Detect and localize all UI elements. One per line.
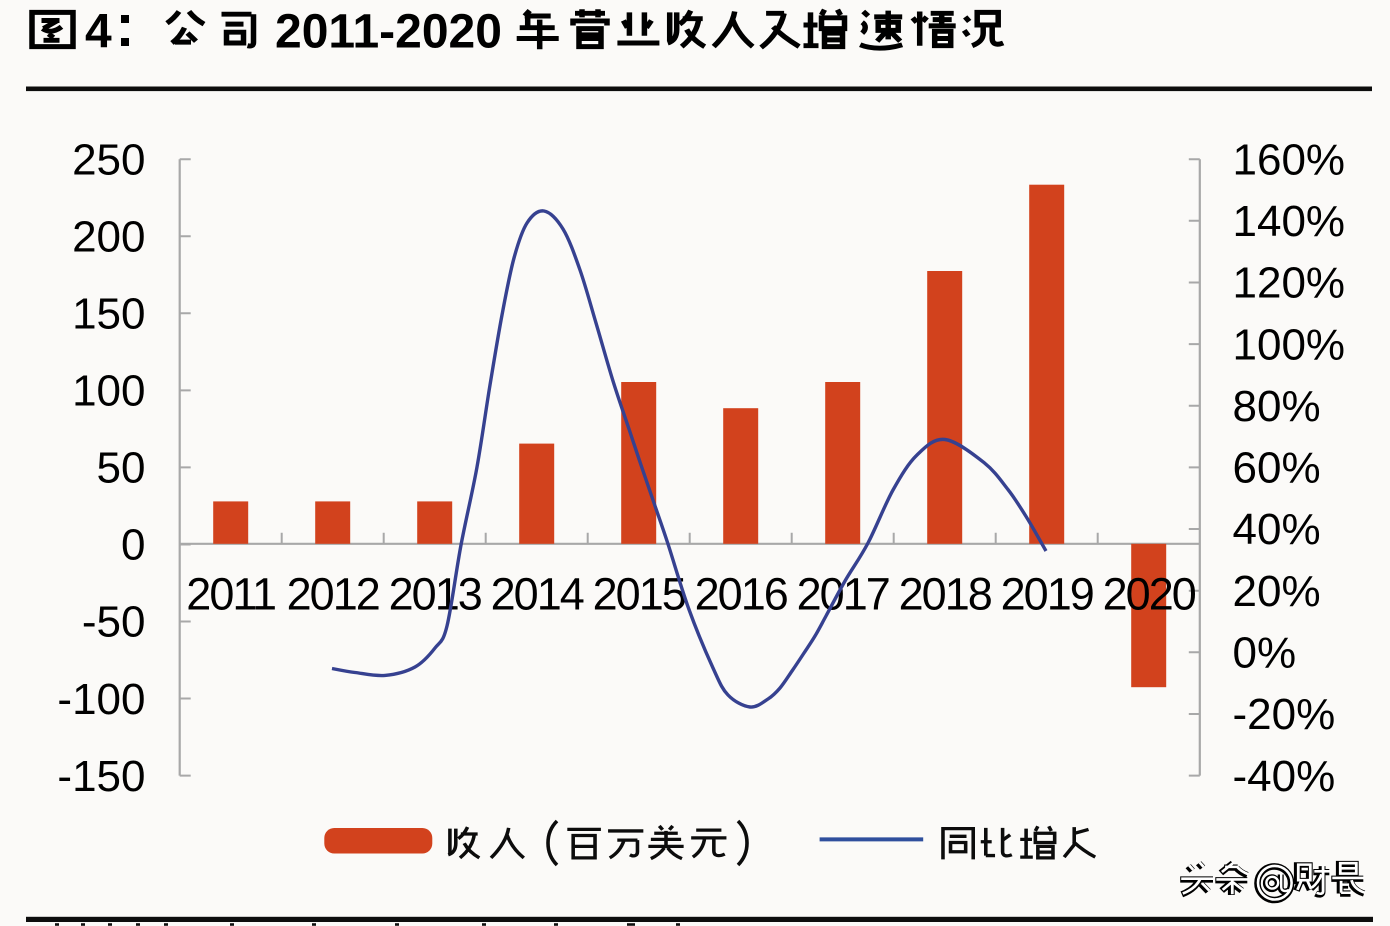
svg-text:20%: 20% bbox=[1233, 567, 1321, 616]
svg-text:100%: 100% bbox=[1233, 320, 1346, 369]
svg-text:150: 150 bbox=[72, 290, 145, 339]
svg-text:50: 50 bbox=[97, 444, 146, 493]
svg-text:2012: 2012 bbox=[287, 569, 379, 620]
svg-text:2015: 2015 bbox=[593, 569, 686, 620]
svg-text:40%: 40% bbox=[1233, 505, 1321, 554]
svg-text:2017: 2017 bbox=[797, 569, 889, 620]
svg-text:2020: 2020 bbox=[1103, 569, 1196, 620]
svg-text:2013: 2013 bbox=[389, 569, 482, 620]
svg-text:-150: -150 bbox=[57, 752, 145, 801]
svg-text:100: 100 bbox=[72, 367, 145, 416]
svg-text:4: 4 bbox=[85, 6, 112, 59]
svg-text:2011-2020: 2011-2020 bbox=[275, 6, 502, 59]
svg-text:2014: 2014 bbox=[491, 569, 584, 620]
svg-text:200: 200 bbox=[72, 212, 145, 261]
svg-text:0%: 0% bbox=[1233, 629, 1297, 678]
svg-text:2011: 2011 bbox=[186, 569, 275, 620]
svg-text:250: 250 bbox=[72, 135, 145, 184]
svg-text:60%: 60% bbox=[1233, 444, 1321, 493]
svg-text:-50: -50 bbox=[82, 598, 146, 647]
svg-text:140%: 140% bbox=[1233, 197, 1346, 246]
svg-text:2019: 2019 bbox=[1001, 569, 1093, 620]
svg-text:120%: 120% bbox=[1233, 259, 1346, 308]
svg-text:2016: 2016 bbox=[695, 569, 788, 620]
svg-text:0: 0 bbox=[121, 521, 145, 570]
svg-text:2018: 2018 bbox=[899, 569, 992, 620]
svg-text:-20%: -20% bbox=[1233, 690, 1336, 739]
svg-text:160%: 160% bbox=[1233, 135, 1346, 184]
svg-text:80%: 80% bbox=[1233, 382, 1321, 431]
svg-text:-40%: -40% bbox=[1233, 752, 1336, 801]
svg-text:-100: -100 bbox=[57, 675, 145, 724]
